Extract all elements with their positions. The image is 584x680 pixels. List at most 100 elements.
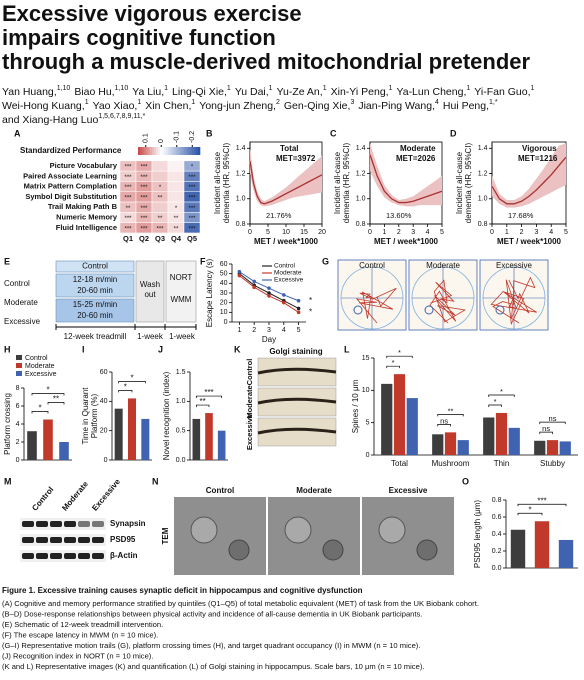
author-name: Yu Dai, xyxy=(235,86,269,98)
colorbar-segment xyxy=(158,147,161,155)
author-affiliation: 1 xyxy=(269,85,273,92)
colorbar-segment xyxy=(168,147,171,155)
bar xyxy=(27,431,37,460)
colorbar-segment xyxy=(174,147,177,155)
blot-band xyxy=(78,537,90,543)
significance: *** xyxy=(188,175,196,181)
bar xyxy=(510,529,526,568)
legend-label: Excessive xyxy=(274,277,304,284)
author-name: Yi-Fan Guo, xyxy=(474,86,530,98)
point xyxy=(237,269,242,274)
paper-title: impairs cognitive function xyxy=(2,25,276,50)
y-tick-label: 4 xyxy=(16,421,20,428)
heatmap-cell xyxy=(167,181,185,192)
x-tick-label: 0 xyxy=(368,229,372,236)
paper-title: through a muscle-derived mitochondrial p… xyxy=(2,49,531,74)
author-affiliation: 1 xyxy=(323,85,327,92)
y-tick-label: 50 xyxy=(220,271,228,278)
author-name: Ya-Lun Cheng, xyxy=(397,86,467,98)
organelle xyxy=(284,516,312,544)
significance: ** xyxy=(158,195,163,201)
box xyxy=(55,298,135,323)
bar xyxy=(559,441,571,455)
sig-bracket xyxy=(517,503,567,507)
point xyxy=(296,306,301,311)
x-tick-label: 2 xyxy=(252,327,256,334)
x-axis-label: MET / week*1000 xyxy=(374,237,439,246)
sig-label: * xyxy=(494,397,497,406)
x-tick-label: 5 xyxy=(564,229,568,236)
blot-band xyxy=(22,537,34,543)
y-axis-label: Escape Latency (s) xyxy=(205,258,214,327)
author-name: Xin-Yi Peng, xyxy=(331,86,389,98)
blot-band xyxy=(78,521,90,527)
x-tick-label: 2 xyxy=(397,229,401,236)
sig-bracket xyxy=(386,365,400,369)
platform xyxy=(495,305,505,315)
box-label: NORT xyxy=(170,273,193,282)
significance: *** xyxy=(124,226,132,232)
colorbar-tick-label: -0.1 xyxy=(174,131,181,143)
author-name: Yong-jun Zheng, xyxy=(199,100,276,112)
sig-bracket xyxy=(195,404,210,408)
y-tick-label: 1.0 xyxy=(478,196,488,203)
panel-label: L xyxy=(344,344,350,354)
panel-label: G xyxy=(322,256,329,266)
row-label: Symbol Digit Substitution xyxy=(25,192,117,201)
y-tick-label: 0.8 xyxy=(478,221,488,228)
y-axis-label: Platform (%) xyxy=(90,393,99,438)
sig-bracket xyxy=(437,414,464,417)
sig-bracket xyxy=(118,381,146,384)
point xyxy=(282,300,286,305)
curve-title: Total xyxy=(280,144,299,153)
row-label: Trail Making Path B xyxy=(48,202,118,211)
legend-swatch xyxy=(16,371,22,376)
significance: *** xyxy=(188,216,196,222)
bar xyxy=(406,398,418,455)
bar xyxy=(508,427,520,455)
sig-bracket xyxy=(195,395,223,399)
sig-bracket xyxy=(31,393,65,396)
platform xyxy=(424,305,434,315)
column-label: Q2 xyxy=(139,234,149,243)
x-tick-label: 4 xyxy=(282,327,286,334)
author-name: Yu-Ze An, xyxy=(277,86,323,98)
image-title: Excessive xyxy=(389,486,428,495)
sig-label: *** xyxy=(537,496,546,505)
x-tick-label: 4 xyxy=(426,229,430,236)
x-tick-label: 5 xyxy=(297,327,301,334)
significance: *** xyxy=(188,206,196,212)
colorbar-segment xyxy=(152,147,155,155)
point xyxy=(296,310,301,315)
y-axis-label: Platform crossing xyxy=(3,393,12,455)
panel-label: F xyxy=(200,256,206,266)
heatmap-cell xyxy=(167,191,185,203)
bar xyxy=(534,440,546,455)
colorbar-segment xyxy=(178,147,181,155)
organelle xyxy=(190,516,218,544)
panel-label: D xyxy=(450,128,457,138)
box xyxy=(165,260,197,323)
confidence-band xyxy=(492,143,566,208)
y-tick-label: 1.2 xyxy=(236,170,246,177)
dendrite xyxy=(257,427,337,435)
sig-label: * xyxy=(398,348,401,357)
bar xyxy=(205,413,213,460)
sig-label: * xyxy=(500,387,503,396)
colorbar-segment xyxy=(166,147,169,155)
x-tick-label: 4 xyxy=(549,229,553,236)
sig-label: * xyxy=(392,358,395,367)
author-affiliation: 1 xyxy=(389,85,393,92)
row-label: Control xyxy=(245,359,254,386)
author-affiliation: 2 xyxy=(276,99,280,106)
y-tick-label: 20 xyxy=(100,428,108,435)
image-title: Moderate xyxy=(296,486,332,495)
significance: *** xyxy=(156,226,164,232)
y-tick-label: 1.0 xyxy=(356,196,366,203)
y-tick-label: 40 xyxy=(220,280,228,287)
panel-label: M xyxy=(4,476,12,486)
box-label: 20-60 min xyxy=(77,286,113,295)
author-affiliation: 1,10 xyxy=(115,85,129,92)
x-tick-label: 0 xyxy=(248,229,252,236)
